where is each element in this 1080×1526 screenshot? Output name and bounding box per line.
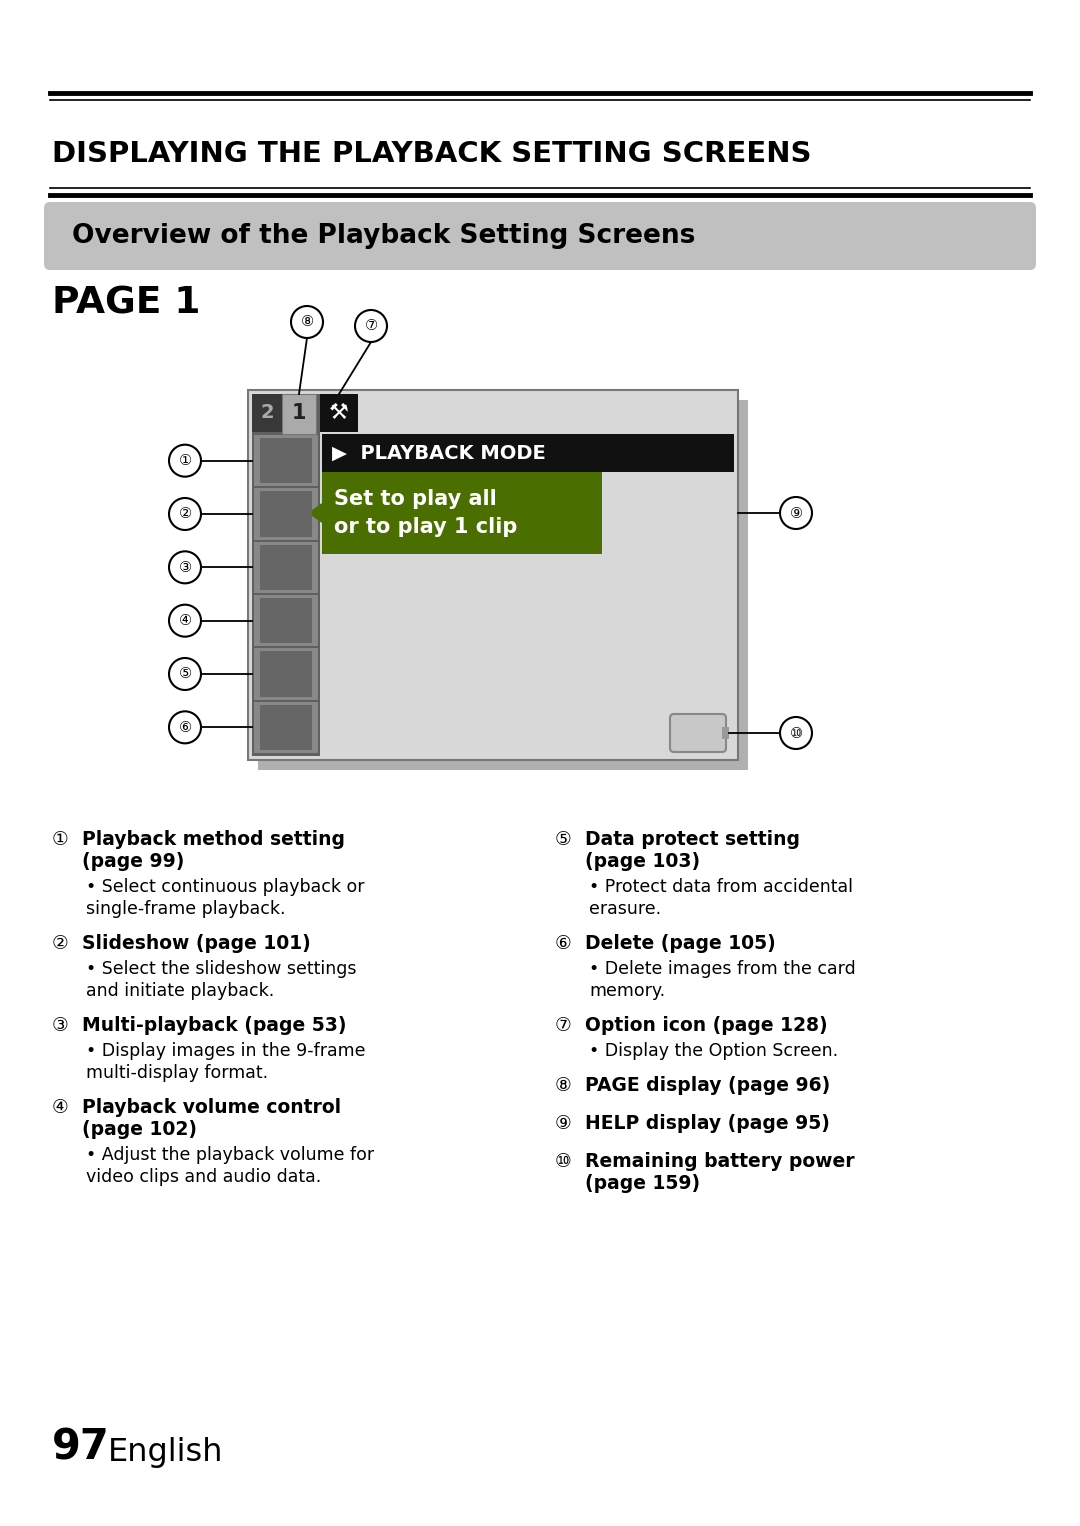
Bar <box>248 391 738 760</box>
Bar <box>258 400 748 771</box>
Bar <box>254 649 318 699</box>
Text: (page 159): (page 159) <box>585 1173 700 1193</box>
Circle shape <box>780 497 812 530</box>
Text: HELP display (page 95): HELP display (page 95) <box>585 1114 829 1132</box>
Bar <box>322 433 734 472</box>
Text: Remaining battery power: Remaining battery power <box>585 1152 854 1170</box>
Circle shape <box>168 551 201 583</box>
Text: single-frame playback.: single-frame playback. <box>86 900 285 919</box>
Text: • Select the slideshow settings: • Select the slideshow settings <box>86 960 356 978</box>
Bar <box>260 598 312 644</box>
Text: ③: ③ <box>52 1016 69 1035</box>
Circle shape <box>168 711 201 743</box>
Text: • Select continuous playback or: • Select continuous playback or <box>86 877 365 896</box>
Text: multi-display format.: multi-display format. <box>86 1064 268 1082</box>
Circle shape <box>291 307 323 337</box>
Bar <box>254 702 318 752</box>
Text: • Delete images from the card: • Delete images from the card <box>589 960 855 978</box>
Text: ⑨: ⑨ <box>555 1114 571 1132</box>
Text: ⚒: ⚒ <box>329 403 349 423</box>
Text: Playback method setting: Playback method setting <box>82 830 345 848</box>
FancyBboxPatch shape <box>44 201 1036 270</box>
Text: ⑧: ⑧ <box>300 314 313 330</box>
Text: ④: ④ <box>178 613 191 629</box>
Circle shape <box>168 497 201 530</box>
Text: erasure.: erasure. <box>589 900 661 919</box>
Text: ⑥: ⑥ <box>178 720 191 736</box>
Text: and initiate playback.: and initiate playback. <box>86 983 274 1000</box>
Text: Overview of the Playback Setting Screens: Overview of the Playback Setting Screens <box>72 223 696 249</box>
Text: ⑦: ⑦ <box>555 1016 571 1035</box>
Text: Delete (page 105): Delete (page 105) <box>585 934 775 954</box>
Text: 2: 2 <box>260 403 274 423</box>
Text: ②: ② <box>178 507 191 522</box>
Text: 97: 97 <box>52 1425 110 1468</box>
Text: ③: ③ <box>178 560 191 575</box>
Bar <box>723 726 729 739</box>
Text: memory.: memory. <box>589 983 665 1000</box>
Text: ①: ① <box>178 453 191 468</box>
Circle shape <box>168 444 201 476</box>
Text: ⑩: ⑩ <box>555 1152 571 1170</box>
Text: ⑤: ⑤ <box>555 830 571 848</box>
Bar <box>254 595 318 647</box>
Text: Slideshow (page 101): Slideshow (page 101) <box>82 934 311 954</box>
Text: ⑤: ⑤ <box>178 667 191 682</box>
Polygon shape <box>308 504 322 523</box>
Text: Playback volume control: Playback volume control <box>82 1099 341 1117</box>
Circle shape <box>780 717 812 749</box>
Bar <box>252 394 320 755</box>
Bar <box>254 488 318 540</box>
Bar <box>320 394 357 432</box>
Bar <box>260 438 312 484</box>
Text: ④: ④ <box>52 1099 69 1117</box>
Bar <box>252 394 282 432</box>
Bar <box>260 652 312 697</box>
Text: ⑦: ⑦ <box>364 319 378 334</box>
Text: ▶  PLAYBACK MODE: ▶ PLAYBACK MODE <box>332 444 545 462</box>
Text: Data protect setting: Data protect setting <box>585 830 800 848</box>
Text: (page 103): (page 103) <box>585 852 700 871</box>
Text: ⑨: ⑨ <box>789 505 802 520</box>
Bar <box>260 705 312 749</box>
FancyBboxPatch shape <box>670 714 726 752</box>
Text: PAGE display (page 96): PAGE display (page 96) <box>585 1076 831 1096</box>
Text: ⑩: ⑩ <box>789 725 802 740</box>
Text: (page 102): (page 102) <box>82 1120 197 1138</box>
Text: ①: ① <box>52 830 69 848</box>
Bar <box>254 435 318 487</box>
Circle shape <box>168 658 201 690</box>
Bar <box>260 491 312 537</box>
Text: PAGE 1: PAGE 1 <box>52 285 201 322</box>
Text: DISPLAYING THE PLAYBACK SETTING SCREENS: DISPLAYING THE PLAYBACK SETTING SCREENS <box>52 140 811 168</box>
Text: video clips and audio data.: video clips and audio data. <box>86 1167 321 1186</box>
Text: • Display images in the 9-frame: • Display images in the 9-frame <box>86 1042 365 1061</box>
Text: Set to play all
or to play 1 clip: Set to play all or to play 1 clip <box>334 488 517 537</box>
Text: • Display the Option Screen.: • Display the Option Screen. <box>589 1042 838 1061</box>
Text: ②: ② <box>52 934 69 954</box>
Text: ⑥: ⑥ <box>555 934 571 954</box>
Text: (page 99): (page 99) <box>82 852 185 871</box>
Text: • Protect data from accidental: • Protect data from accidental <box>589 877 853 896</box>
Text: 1: 1 <box>292 403 307 423</box>
Text: Multi-playback (page 53): Multi-playback (page 53) <box>82 1016 347 1035</box>
Circle shape <box>355 310 387 342</box>
Text: ⑧: ⑧ <box>555 1076 571 1096</box>
Bar <box>254 542 318 594</box>
Bar <box>322 472 602 554</box>
Circle shape <box>168 604 201 636</box>
Bar <box>282 394 316 433</box>
Text: • Adjust the playback volume for: • Adjust the playback volume for <box>86 1146 374 1164</box>
Bar <box>260 545 312 591</box>
Text: Option icon (page 128): Option icon (page 128) <box>585 1016 827 1035</box>
Text: English: English <box>108 1437 224 1468</box>
